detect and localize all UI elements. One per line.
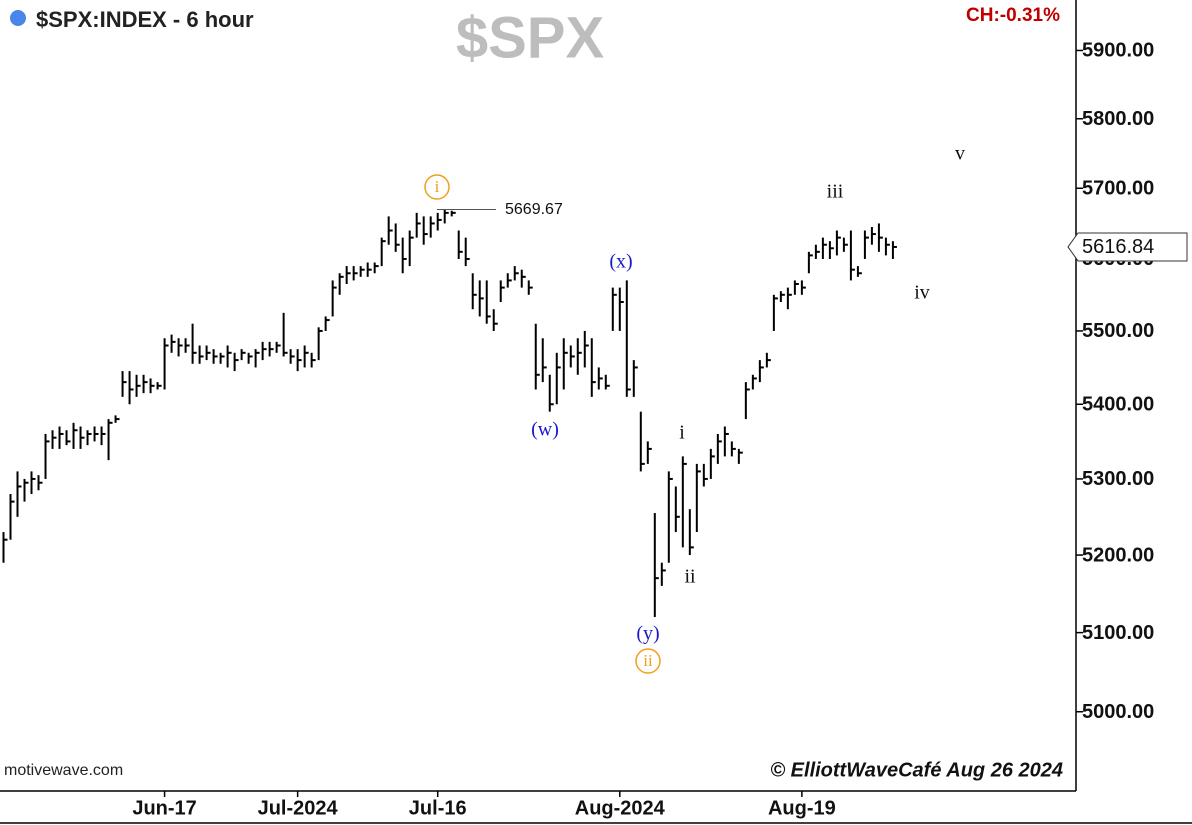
- y-tick-label: 5300.00: [1082, 468, 1154, 490]
- y-tick-label: 5900.00: [1082, 40, 1154, 62]
- y-tick-label: 5400.00: [1082, 394, 1154, 416]
- chart-title: $SPX:INDEX - 6 hour: [36, 7, 254, 32]
- wave-label: i: [679, 422, 685, 444]
- wave-label: iv: [914, 282, 930, 304]
- x-tick-label: Aug-2024: [575, 797, 666, 819]
- last-price-label: 5616.84: [1082, 236, 1154, 258]
- source: motivewave.com: [4, 762, 123, 779]
- y-tick-label: 5100.00: [1082, 622, 1154, 644]
- x-tick-label: Jul-16: [409, 797, 467, 819]
- y-tick-label: 5800.00: [1082, 108, 1154, 130]
- y-tick-label: 5200.00: [1082, 544, 1154, 566]
- credit: © ElliottWaveCafé Aug 26 2024: [770, 759, 1063, 781]
- annotation-circle: [635, 648, 661, 674]
- wave-label: (x): [609, 251, 632, 273]
- wave-label: (y): [636, 623, 659, 645]
- wave-label: v: [955, 143, 965, 165]
- wave-label: iii: [827, 181, 844, 203]
- wave-label: i: [435, 177, 440, 196]
- wave-label: ii: [684, 566, 696, 588]
- change: CH:-0.31%: [966, 5, 1060, 26]
- x-tick-label: Jul-2024: [258, 797, 339, 819]
- wave-label: ii: [643, 651, 653, 670]
- y-tick-label: 5700.00: [1082, 178, 1154, 200]
- y-tick-label: 5000.00: [1082, 701, 1154, 723]
- high-label: 5669.67: [505, 201, 563, 218]
- last-price-box: [1067, 232, 1188, 262]
- annotation-circle: [424, 174, 450, 200]
- y-tick-label: 5500.00: [1082, 320, 1154, 342]
- legend-dot: [10, 10, 26, 26]
- watermark: $SPX: [456, 5, 605, 70]
- x-tick-label: Aug-19: [768, 797, 836, 819]
- wave-label: (w): [531, 419, 559, 441]
- x-tick-label: Jun-17: [132, 797, 196, 819]
